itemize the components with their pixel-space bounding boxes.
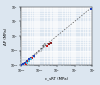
Point bbox=[25, 63, 26, 65]
Point bbox=[30, 59, 32, 60]
Point bbox=[48, 43, 50, 44]
Point bbox=[20, 65, 22, 66]
Point bbox=[22, 63, 24, 65]
Text: y = c_s RT: y = c_s RT bbox=[32, 43, 48, 58]
Point bbox=[33, 55, 34, 56]
Point bbox=[31, 58, 33, 59]
Point bbox=[50, 42, 51, 43]
Point bbox=[28, 60, 30, 61]
Point bbox=[19, 69, 20, 70]
Point bbox=[46, 45, 48, 46]
Point bbox=[22, 66, 23, 67]
Y-axis label: ΔP (MPa): ΔP (MPa) bbox=[4, 27, 8, 45]
Point bbox=[26, 61, 27, 62]
X-axis label: c_sRT (MPa): c_sRT (MPa) bbox=[45, 77, 68, 81]
Point bbox=[90, 8, 91, 10]
Point bbox=[31, 57, 32, 58]
Point bbox=[28, 59, 30, 60]
Point bbox=[24, 62, 26, 63]
Point bbox=[27, 61, 29, 62]
Point bbox=[26, 62, 28, 63]
Point bbox=[48, 43, 49, 45]
